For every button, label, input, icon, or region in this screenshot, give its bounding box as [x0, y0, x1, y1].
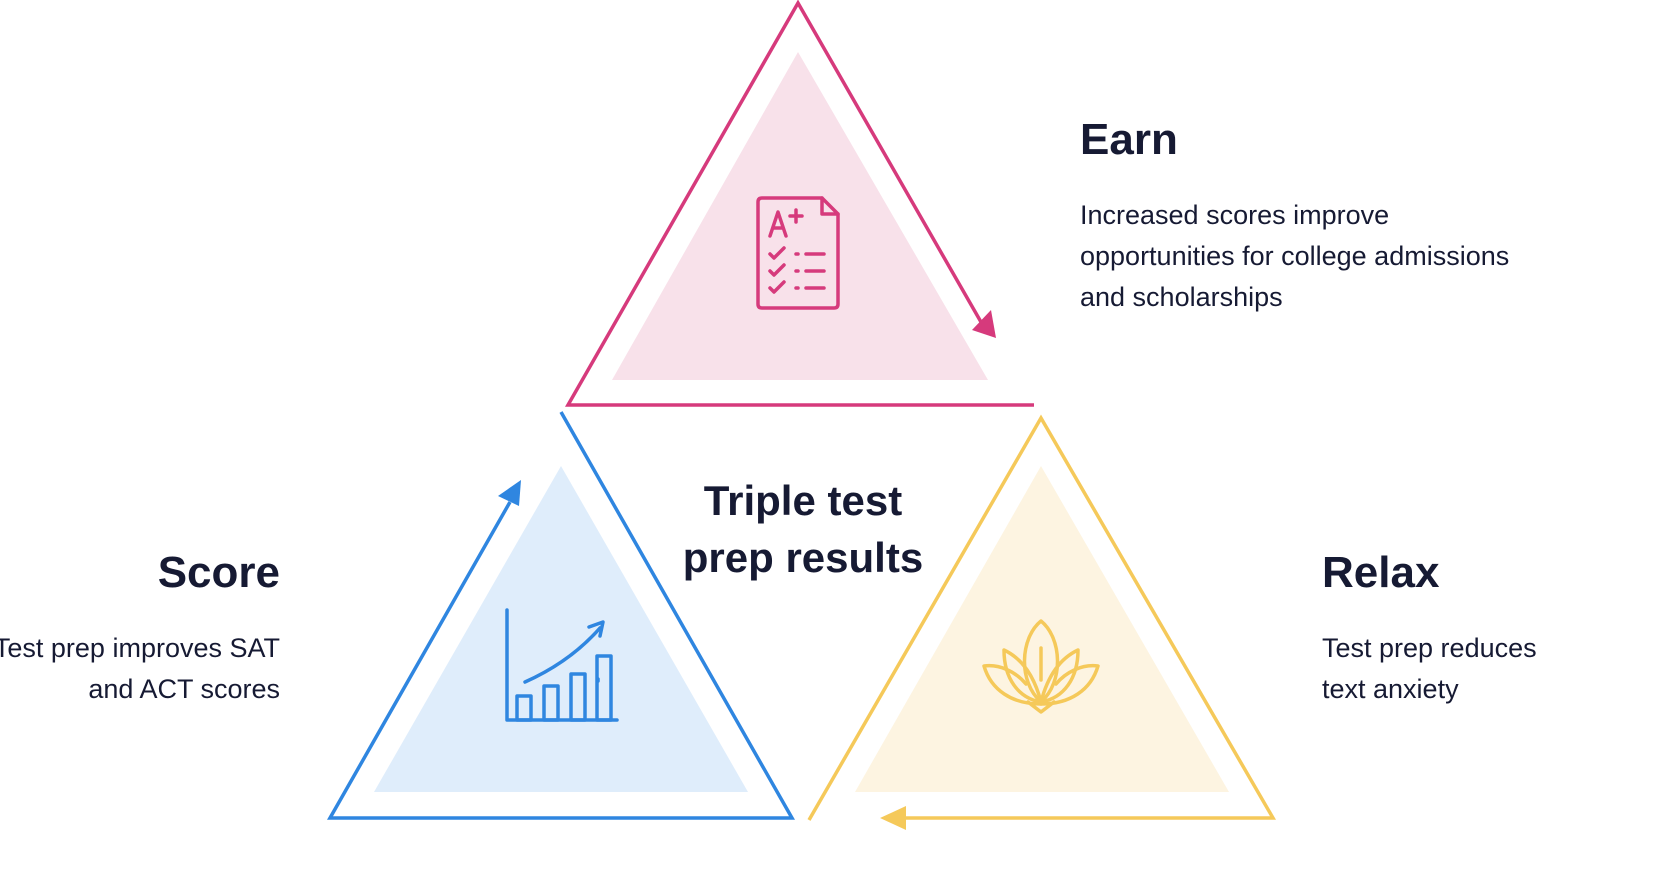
lotus-icon — [982, 619, 1100, 714]
grade-report-icon — [756, 196, 840, 310]
relax-triangle — [807, 414, 1277, 830]
earn-cycle-arrow — [564, 0, 1034, 407]
earn-heading: Earn — [1080, 115, 1178, 164]
diagram-title: Triple test prep results — [682, 477, 924, 581]
score-cycle-arrow — [326, 411, 796, 820]
bar-chart-growth-icon — [505, 608, 619, 722]
score-triangle — [326, 411, 796, 820]
relax-heading: Relax — [1322, 548, 1440, 597]
relax-triangle-fill — [855, 466, 1229, 792]
earn-arrowhead — [972, 310, 996, 338]
score-heading: Score — [157, 548, 280, 597]
score-arrowhead — [498, 480, 521, 506]
relax-arrowhead — [880, 806, 906, 830]
triple-test-prep-diagram: Triple test prep results Earn Increased … — [0, 0, 1537, 830]
relax-description: Test prep reduces text anxiety — [1322, 633, 1537, 704]
earn-triangle — [564, 0, 1034, 407]
diagram-graphics — [326, 0, 1277, 830]
score-triangle-fill — [374, 466, 748, 792]
relax-cycle-arrow — [807, 414, 1277, 821]
score-description: Test prep improves SAT and ACT scores — [0, 633, 280, 704]
earn-description: Increased scores improve opportunities f… — [1080, 200, 1510, 312]
